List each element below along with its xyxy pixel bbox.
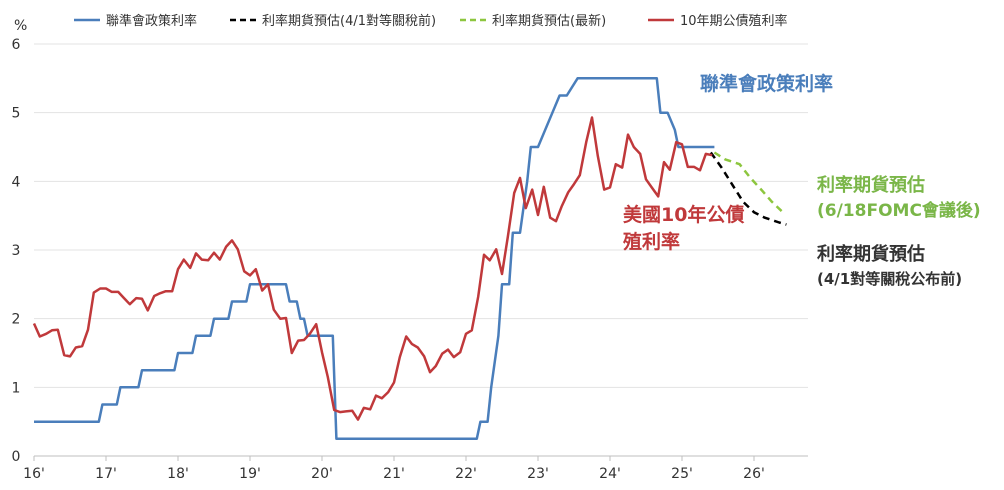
x-tick-label: 24' <box>599 466 621 482</box>
annotation-5: 利率期貨預估 <box>817 243 925 265</box>
y-tick-2: 2 <box>12 312 21 328</box>
legend-label-3: 10年期公債殖利率 <box>680 13 788 29</box>
x-tick-label: 26' <box>743 466 765 482</box>
series-line-1 <box>709 151 787 226</box>
x-tick-label: 17' <box>95 466 117 482</box>
annotation-4: (6/18FOMC會議後) <box>817 200 981 221</box>
x-axis-ticks: 16' 17' 18' 19' 20' 21' 22' 23' 24' 25' 26' <box>23 456 765 482</box>
legend-label-1: 利率期貨預估(4/1對等關稅前) <box>262 13 436 29</box>
y-tick-1: 1 <box>12 380 21 396</box>
x-tick-label: 23' <box>527 466 549 482</box>
annotations: 聯準會政策利率美國10年公債殖利率利率期貨預估(6/18FOMC會議後)利率期貨… <box>623 72 981 288</box>
y-tick-5: 5 <box>12 106 21 122</box>
legend: 聯準會政策利率 利率期貨預估(4/1對等關稅前) 利率期貨預估(最新) 10年期公債殖… <box>74 13 788 29</box>
y-tick-4: 4 <box>12 174 21 190</box>
series-line-3 <box>32 116 713 421</box>
x-tick-label: 22' <box>455 466 477 482</box>
y-tick-0: 0 <box>12 449 21 465</box>
series-line-0 <box>34 77 715 441</box>
annotation-3: 利率期貨預估 <box>817 174 925 196</box>
x-tick-label: 21' <box>383 466 405 482</box>
x-tick-label: 20' <box>311 466 333 482</box>
series-line-2 <box>713 151 784 214</box>
gridlines <box>34 43 808 457</box>
legend-label-2: 利率期貨預估(最新) <box>492 13 606 29</box>
x-tick-label: 18' <box>167 466 189 482</box>
x-tick-label: 16' <box>23 466 45 482</box>
y-tick-3: 3 <box>12 243 21 259</box>
y-tick-6: 6 <box>12 37 21 53</box>
legend-label-0: 聯準會政策利率 <box>106 13 197 29</box>
annotation-2: 殖利率 <box>623 230 680 253</box>
series-lines <box>32 77 787 441</box>
annotation-1: 美國10年公債 <box>623 203 744 226</box>
annotation-0: 聯準會政策利率 <box>700 72 833 95</box>
x-tick-label: 19' <box>239 466 261 482</box>
y-axis-label: % <box>14 18 27 34</box>
y-axis-ticks: 0 1 2 3 4 5 6 <box>12 37 21 465</box>
annotation-6: (4/1對等關稅公布前) <box>817 270 962 288</box>
x-tick-label: 25' <box>671 466 693 482</box>
